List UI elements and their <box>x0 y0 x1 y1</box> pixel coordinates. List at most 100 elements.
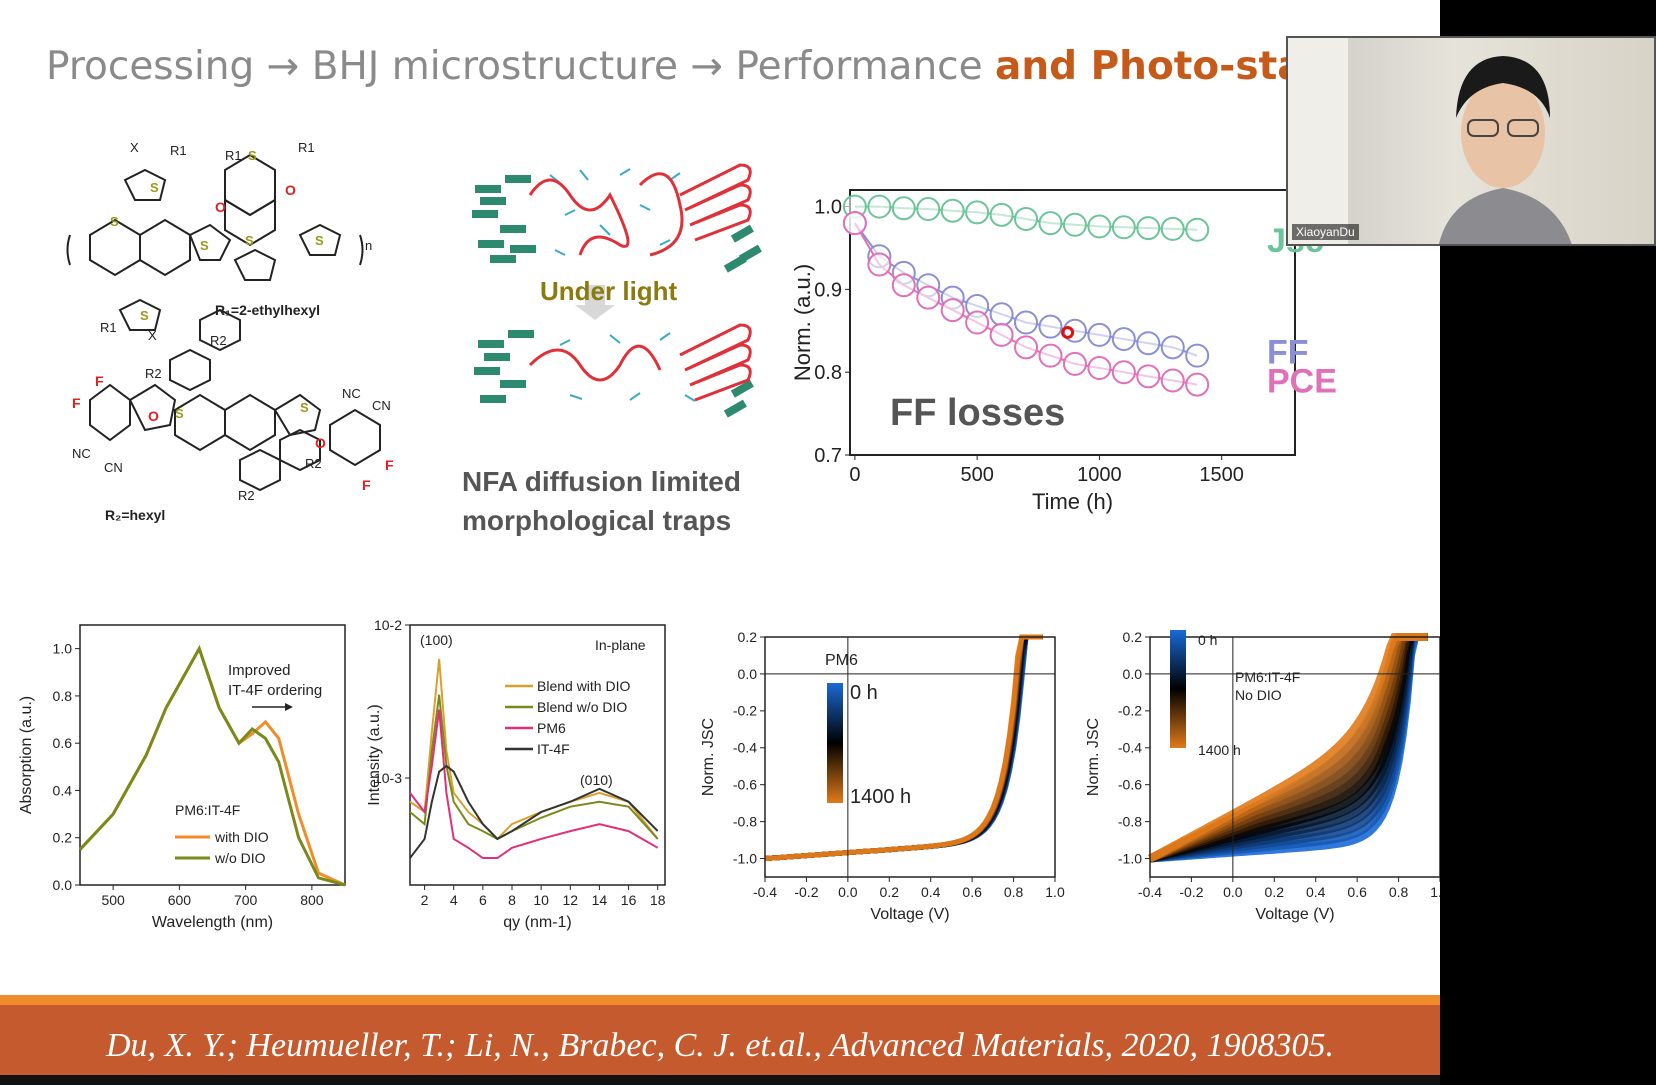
x-tick-label: 0.0 <box>1223 884 1243 900</box>
x-tick-label: 2 <box>421 892 429 908</box>
x-tick-label: 800 <box>300 892 324 908</box>
morphology-caption-line2: morphological traps <box>462 505 732 536</box>
y-tick-label: -0.2 <box>1118 703 1142 719</box>
participant-video-tile[interactable]: XiaoyanDu <box>1286 36 1656 246</box>
series-line <box>409 764 659 859</box>
svg-text:CN: CN <box>372 398 391 413</box>
colorbar-label-start: 0 h <box>850 682 878 704</box>
svg-text:O: O <box>315 435 326 451</box>
jv-curve <box>764 634 1043 861</box>
jv-curve <box>764 634 1043 861</box>
x-tick-label: 1500 <box>1199 464 1244 486</box>
jv-curve <box>764 634 1043 861</box>
colorbar-label-end: 1400 h <box>850 786 911 808</box>
y-tick-label: 0.2 <box>738 629 758 645</box>
data-point <box>916 197 941 222</box>
x-tick-label: 0.4 <box>921 884 941 900</box>
x-axis-label: Time (h) <box>1032 489 1113 514</box>
x-tick-label: 0.4 <box>1306 884 1326 900</box>
x-tick-label: 10 <box>533 892 549 908</box>
data-point <box>1014 206 1039 231</box>
svg-text:F: F <box>72 395 81 411</box>
jv-curve <box>764 634 1043 861</box>
svg-text:S: S <box>110 214 119 229</box>
jv-pm6-chart: -0.4 -0.2 0.0 0.2 0.4 0.6 0.8 1.0 -1.0 -0.8 -0.6 -0… <box>700 629 1065 923</box>
x-tick-label: 0 <box>849 464 860 486</box>
series-line <box>78 644 346 887</box>
sample-label: PM6:IT-4F <box>175 802 240 818</box>
x-tick-label: 0.2 <box>1265 884 1285 900</box>
data-point <box>1111 215 1136 240</box>
jv-curve <box>764 634 1043 861</box>
citation-footer: Du, X. Y.; Heumueller, T.; Li, N., Brabe… <box>0 995 1440 1085</box>
series-line-PCE <box>854 222 1198 386</box>
x-axis-label: Voltage (V) <box>870 906 949 923</box>
slide-title: Processing → BHJ microstructure → Perfor… <box>46 44 1304 89</box>
x-tick-label: 600 <box>168 892 192 908</box>
x-tick-label: 6 <box>479 892 487 908</box>
x-tick-label: 0.6 <box>1347 884 1367 900</box>
giwaxs-chart: 2 4 6 8 10 12 14 16 18 10-3 10-2 qy (nm-1) Intensity… <box>366 617 666 931</box>
svg-text:NC: NC <box>342 386 361 401</box>
colorbar-label-end: 1400 h <box>1198 742 1241 758</box>
svg-text:F: F <box>385 457 394 473</box>
legend-label: w/o DIO <box>214 850 266 866</box>
y-tick-label: 0.2 <box>53 830 73 846</box>
jv-curve <box>764 634 1043 861</box>
data-point <box>1087 356 1112 381</box>
y-tick-label: 0.4 <box>53 782 73 798</box>
series-line <box>409 709 659 860</box>
data-point <box>916 285 941 310</box>
svg-text:O: O <box>215 199 226 215</box>
data-point <box>1038 314 1063 339</box>
svg-text:R2: R2 <box>305 456 322 471</box>
y-tick-label: -0.4 <box>1118 740 1142 756</box>
svg-text:R1: R1 <box>298 140 315 155</box>
participant-silhouette <box>1288 38 1572 244</box>
x-tick-label: 700 <box>234 892 258 908</box>
svg-text:S: S <box>300 400 309 415</box>
data-point <box>1111 360 1136 385</box>
legend-label: PM6 <box>537 720 566 736</box>
x-tick-label: 0.2 <box>880 884 900 900</box>
x-tick-label: 500 <box>101 892 125 908</box>
data-point <box>1111 327 1136 352</box>
svg-text:O: O <box>148 408 159 424</box>
svg-text:R1: R1 <box>225 148 242 163</box>
colorbar-label-start: 0 h <box>1198 632 1217 648</box>
data-point <box>1087 322 1112 347</box>
participant-name: XiaoyanDu <box>1292 224 1359 240</box>
svg-text:X: X <box>148 328 157 343</box>
svg-text:R2: R2 <box>210 333 227 348</box>
x-tick-label: -0.4 <box>1138 884 1162 900</box>
y-tick-label: 0.0 <box>53 877 73 893</box>
y-tick-label: 10-2 <box>374 617 402 633</box>
data-point <box>1160 368 1185 393</box>
data-point <box>1136 364 1161 389</box>
y-tick-label: 0.0 <box>738 666 758 682</box>
data-point <box>965 310 990 335</box>
peak-label: (100) <box>420 632 453 648</box>
data-point <box>1038 343 1063 368</box>
x-tick-label: 0.8 <box>1389 884 1409 900</box>
jv-curve <box>1148 633 1428 863</box>
y-tick-label: 0.0 <box>1123 666 1143 682</box>
data-point <box>989 302 1014 327</box>
x-tick-label: -0.2 <box>794 884 818 900</box>
plot-frame <box>764 636 1056 878</box>
y-tick-label: 1.0 <box>53 641 73 657</box>
colorbar <box>1170 630 1186 748</box>
y-tick-label: -0.6 <box>733 777 757 793</box>
bottom-strip <box>0 1075 1440 1085</box>
jv-curve <box>764 634 1043 861</box>
r1-label: R₁=2-ethylhexyl <box>215 302 320 318</box>
y-tick-label: 0.8 <box>53 688 73 704</box>
data-point <box>965 200 990 225</box>
x-axis-label: qy (nm-1) <box>503 914 571 931</box>
morphology-caption-line1: NFA diffusion limited <box>462 466 741 497</box>
data-point <box>1185 372 1210 397</box>
series-label: FF <box>1267 334 1309 372</box>
svg-text:R2: R2 <box>145 366 162 381</box>
absorption-chart: 500 600 700 800 0.0 0.2 0.4 0.6 0.8 1.0 Wavelength… <box>18 624 346 931</box>
